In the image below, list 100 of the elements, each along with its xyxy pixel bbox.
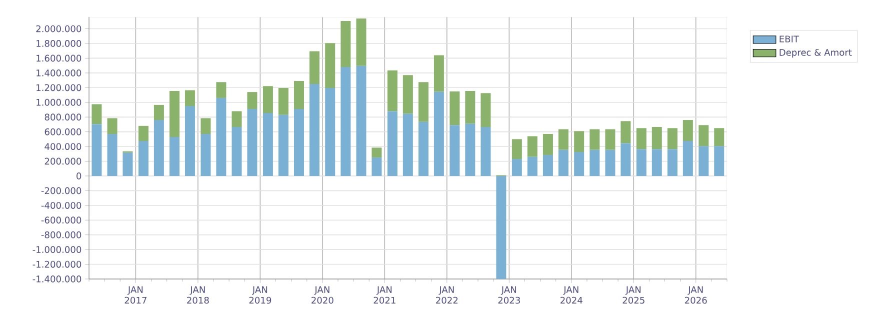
y-tick-label: -1.200.000 <box>32 260 82 268</box>
bar <box>309 84 320 176</box>
bar <box>418 82 428 122</box>
bar <box>698 125 709 146</box>
y-tick-label: -1.000.000 <box>32 246 82 253</box>
bar <box>356 18 366 66</box>
bar <box>512 159 522 176</box>
bar <box>92 124 102 176</box>
bar <box>434 55 444 92</box>
bar <box>170 136 180 176</box>
bar <box>714 128 724 146</box>
y-tick-label: 1.600.000 <box>36 54 82 62</box>
bar <box>92 104 102 124</box>
y-tick-label: 1.000.000 <box>36 98 82 106</box>
legend-label: EBIT <box>780 36 800 42</box>
bar <box>372 148 382 158</box>
y-tick-label: 1.400.000 <box>36 69 82 76</box>
bar <box>465 124 476 176</box>
x-tick-label: JAN 2021 <box>374 286 396 304</box>
bar <box>527 156 538 176</box>
bar <box>278 88 288 115</box>
x-tick-label: JAN 2018 <box>187 286 209 304</box>
y-tick-label: 600.000 <box>44 128 82 136</box>
x-tick-label: JAN 2026 <box>685 286 707 304</box>
bar <box>714 146 724 176</box>
bar <box>107 134 118 176</box>
bar <box>682 120 693 141</box>
bar <box>402 75 413 114</box>
bar <box>184 106 195 176</box>
bar <box>154 120 164 176</box>
bar <box>667 149 678 176</box>
y-tick-label: -200.000 <box>41 187 82 194</box>
bar <box>480 93 491 128</box>
bar <box>340 21 351 68</box>
bar <box>402 114 413 176</box>
y-tick-label: -400.000 <box>41 202 82 209</box>
bar <box>527 136 538 157</box>
bar <box>372 158 382 176</box>
bar <box>387 111 398 176</box>
bar <box>542 134 553 155</box>
bar <box>636 128 646 150</box>
x-tick-label: JAN 2017 <box>124 286 146 304</box>
x-tick-label: JAN 2023 <box>498 286 520 304</box>
bar <box>558 129 568 150</box>
bar <box>512 139 522 160</box>
bar <box>294 81 304 109</box>
y-tick-label: 800.000 <box>44 114 82 121</box>
bar <box>496 176 506 279</box>
bar <box>184 90 195 106</box>
y-tick-label: 200.000 <box>44 158 82 165</box>
bar <box>387 70 398 112</box>
y-tick-label: -800.000 <box>41 231 82 238</box>
bar <box>325 88 336 176</box>
bar <box>620 121 631 144</box>
bar <box>138 126 148 141</box>
bar <box>558 150 568 176</box>
bar <box>278 114 288 176</box>
bar <box>574 152 584 176</box>
bar <box>232 127 242 176</box>
x-tick-label: JAN 2019 <box>249 286 272 304</box>
bar <box>325 43 336 88</box>
bar <box>294 108 304 176</box>
bar <box>340 67 351 176</box>
bar <box>154 104 164 120</box>
x-tick-label: JAN 2025 <box>622 286 644 304</box>
bar <box>247 92 258 109</box>
bar <box>480 127 491 176</box>
bar <box>590 129 600 150</box>
bar <box>138 140 148 176</box>
y-tick-label: -600.000 <box>41 216 82 224</box>
y-tick-label: 2.000.000 <box>36 25 82 32</box>
bar <box>216 98 226 176</box>
bar <box>590 150 600 176</box>
y-tick-label: 0 <box>76 172 82 180</box>
bar <box>636 149 646 176</box>
bar <box>542 154 553 176</box>
bar <box>247 108 258 176</box>
x-tick-label: JAN 2024 <box>560 286 582 304</box>
x-tick-label: JAN 2020 <box>312 286 334 304</box>
y-tick-label: -1.400.000 <box>32 276 82 282</box>
bar <box>465 90 476 124</box>
bar <box>698 146 709 176</box>
bar <box>170 90 180 137</box>
bar <box>262 86 273 114</box>
bar <box>200 118 211 134</box>
bar <box>450 91 460 126</box>
bar <box>418 122 428 176</box>
bar <box>620 143 631 176</box>
bar <box>450 125 460 176</box>
legend-label: Deprec & Amort <box>780 48 852 58</box>
bar <box>107 118 118 134</box>
bar <box>200 134 211 176</box>
bar <box>232 111 242 128</box>
bar <box>574 131 584 152</box>
bar <box>667 128 678 150</box>
bar <box>356 66 366 176</box>
bar <box>262 113 273 176</box>
y-tick-label: 400.000 <box>44 143 82 150</box>
bar <box>434 92 444 176</box>
bar <box>652 149 662 176</box>
